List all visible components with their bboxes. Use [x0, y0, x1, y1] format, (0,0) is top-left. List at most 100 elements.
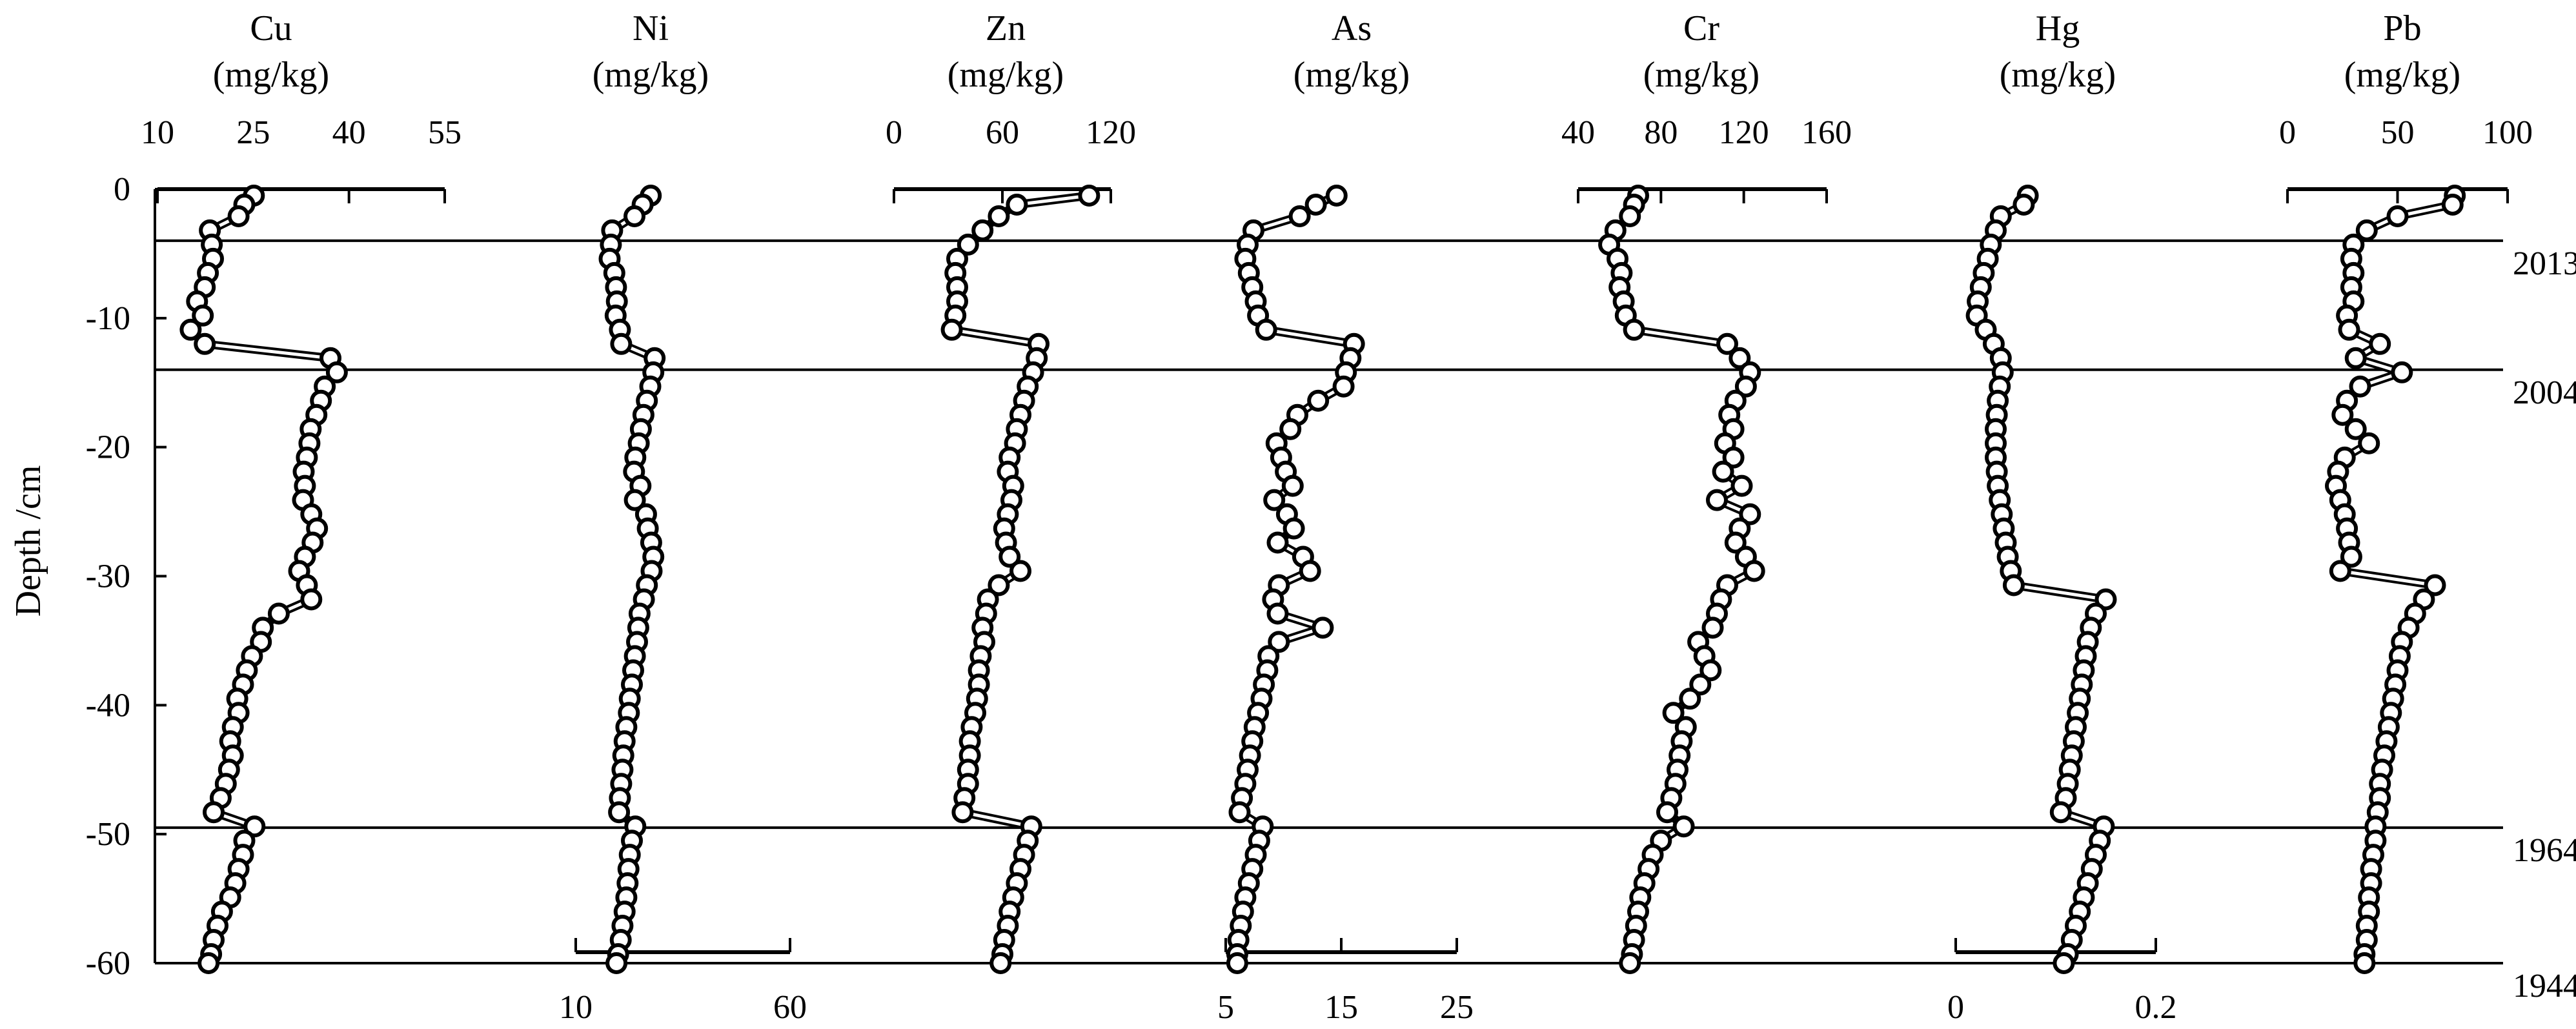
data-point	[1656, 801, 1678, 824]
data-point	[203, 801, 225, 824]
data-point	[1304, 194, 1327, 216]
panel-title: Hg	[2036, 8, 2080, 48]
data-point	[300, 588, 323, 611]
data-point	[1006, 194, 1028, 216]
data-point	[2353, 952, 2376, 974]
panel-cu: Cu (mg/kg) 10 25 40 55	[141, 8, 461, 974]
data-point	[198, 952, 220, 974]
data-point	[1307, 389, 1330, 412]
x-tick-label: 15	[1324, 989, 1358, 1026]
y-axis-label: Depth /cm	[8, 465, 48, 617]
data-point	[1263, 489, 1286, 511]
panel-ni: Ni (mg/kg) 10 60	[559, 8, 807, 1026]
x-tick-label: 0	[886, 114, 902, 151]
data-point	[610, 332, 633, 355]
data-point	[1623, 318, 1645, 341]
data-point	[2369, 332, 2391, 355]
data-point	[2338, 318, 2360, 341]
data-point	[1689, 673, 1712, 696]
data-point	[1724, 531, 1747, 554]
series-line-outline	[1973, 194, 2110, 965]
data-point	[1255, 318, 1277, 341]
x-tick-label: 120	[1086, 114, 1136, 151]
data-point	[1679, 688, 1701, 710]
data-point	[2391, 361, 2413, 383]
data-point	[1228, 801, 1251, 824]
data-point	[1672, 815, 1695, 838]
data-point	[1729, 347, 1751, 369]
data-point	[2094, 588, 2117, 611]
data-point	[325, 361, 348, 383]
data-point	[1699, 659, 1722, 682]
panel-unit: (mg/kg)	[2344, 55, 2460, 95]
data-point	[192, 304, 214, 327]
data-point	[1078, 185, 1100, 207]
data-point	[267, 602, 290, 625]
x-tick-label: 120	[1719, 114, 1769, 151]
x-tick-label: 40	[332, 114, 366, 151]
data-point	[1332, 375, 1355, 398]
x-tick-label: 0.2	[2135, 989, 2177, 1026]
data-point	[179, 318, 202, 341]
y-tick-label: -60	[86, 945, 130, 982]
data-point	[2424, 574, 2446, 596]
panel-title: Cu	[250, 8, 292, 48]
data-point	[1283, 517, 1305, 540]
x-tick-label: 50	[2381, 114, 2415, 151]
panel-unit: (mg/kg)	[2000, 55, 2116, 95]
panel-title: Cr	[1683, 8, 1719, 48]
panel-unit: (mg/kg)	[593, 55, 709, 95]
x-tick-label: 60	[986, 114, 1019, 151]
panel-unit: (mg/kg)	[1643, 55, 1760, 95]
data-point	[989, 952, 1012, 974]
x-tick-label: 10	[559, 989, 593, 1026]
x-tick-label: 160	[1801, 114, 1852, 151]
data-point	[1730, 474, 1753, 497]
x-tick-label: 40	[1561, 114, 1595, 151]
panel-zn: Zn (mg/kg) 0 60 120	[886, 8, 1136, 974]
data-point	[2358, 432, 2380, 454]
y-tick-label: -50	[86, 816, 130, 853]
x-tick-label: 5	[1217, 989, 1234, 1026]
x-tick-label: 60	[773, 989, 807, 1026]
data-point	[1701, 616, 1724, 639]
data-point	[2340, 545, 2362, 568]
data-point	[2386, 205, 2409, 227]
data-point	[957, 233, 979, 256]
x-tick-label: 55	[428, 114, 461, 151]
data-point	[1299, 560, 1321, 582]
data-point	[1712, 460, 1734, 483]
data-point	[999, 545, 1021, 568]
x-tick-label: 10	[141, 114, 174, 151]
panel-title: Zn	[986, 8, 1026, 48]
data-point	[608, 801, 631, 824]
data-point	[2002, 574, 2025, 596]
data-point	[2049, 801, 2072, 824]
data-point	[2344, 418, 2367, 440]
panel-as: As (mg/kg) 5 15 25	[1217, 8, 1474, 1026]
data-point	[1281, 474, 1304, 497]
y-tick-label: -30	[86, 558, 130, 595]
data-point	[1009, 560, 1031, 582]
data-point	[1266, 531, 1289, 554]
x-tick-label: 0	[1947, 989, 1964, 1026]
data-point	[1619, 205, 1641, 227]
data-point	[1716, 332, 1738, 355]
y-tick-label: -40	[86, 687, 130, 724]
x-tick-label: 25	[236, 114, 270, 151]
reference-year-label: 2013	[2513, 245, 2576, 282]
data-point	[951, 801, 974, 824]
data-point	[1268, 631, 1290, 653]
data-point	[988, 574, 1010, 596]
data-point	[243, 815, 266, 838]
panel-cr: Cr (mg/kg) 40 80 120 160	[1561, 8, 1852, 974]
y-axis: Depth /cm 0 -10 -20 -30 -40 -50 -60	[8, 171, 167, 982]
reference-year-label: 2004	[2513, 374, 2576, 411]
reference-lines: 2013 2004 1964 1944	[155, 239, 2576, 1004]
data-point	[1279, 418, 1302, 440]
reference-year-label: 1964	[2513, 832, 2576, 869]
data-point	[2349, 375, 2371, 398]
data-point	[1226, 952, 1248, 974]
x-tick-label: 80	[1644, 114, 1678, 151]
